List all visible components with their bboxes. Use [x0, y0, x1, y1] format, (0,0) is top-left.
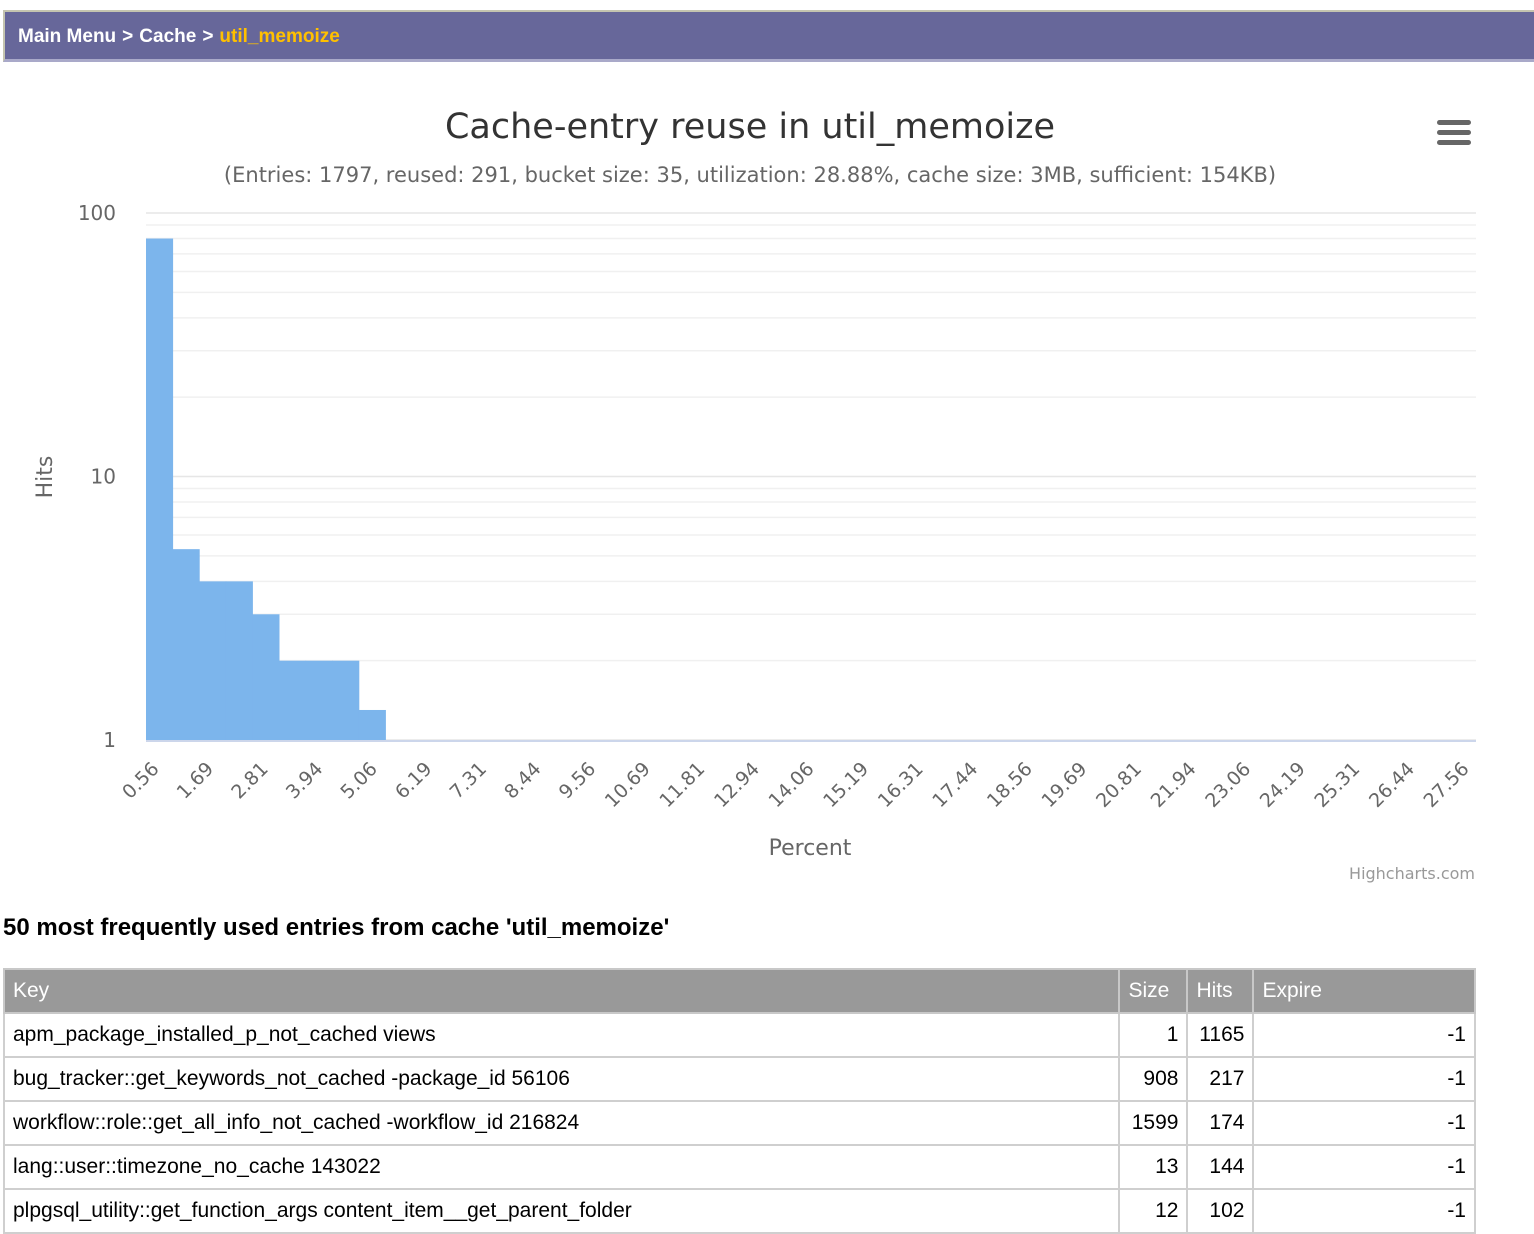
header-size[interactable]: Size	[1118, 968, 1189, 1014]
bar[interactable]	[146, 238, 174, 741]
x-tick-label: 2.81	[227, 758, 272, 803]
x-tick-label: 5.06	[336, 758, 381, 803]
cell-hits: 217	[1186, 1056, 1255, 1102]
x-tick-label: 6.19	[391, 758, 436, 803]
x-tick-label: 26.44	[1365, 758, 1419, 812]
cell-key[interactable]: bug_tracker::get_keywords_not_cached -pa…	[2, 1056, 1121, 1102]
breadcrumb-current: util_memoize	[219, 26, 340, 47]
breadcrumb: Main Menu > Cache > util_memoize	[18, 26, 340, 48]
breadcrumb-cache[interactable]: Cache	[139, 26, 197, 47]
breadcrumb-separator: >	[202, 26, 214, 47]
table-row: lang::user::timezone_no_cache 143022 13 …	[2, 1144, 1476, 1190]
chart-subtitle: (Entries: 1797, reused: 291, bucket size…	[224, 163, 1276, 187]
bar[interactable]	[305, 660, 333, 740]
x-tick-label: 21.94	[1147, 758, 1201, 812]
chart-y-ticks: 1 10 100	[78, 201, 116, 752]
cell-hits: 174	[1186, 1100, 1255, 1146]
breadcrumb-main-menu[interactable]: Main Menu	[18, 26, 117, 47]
table-row: workflow::role::get_all_info_not_cached …	[2, 1100, 1476, 1146]
cell-expire: -1	[1252, 1188, 1476, 1234]
cell-expire: -1	[1252, 1100, 1476, 1146]
cell-expire: -1	[1252, 1012, 1476, 1058]
x-tick-label: 10.69	[601, 758, 655, 812]
x-tick-label: 27.56	[1420, 758, 1474, 812]
bar[interactable]	[332, 660, 360, 740]
bar[interactable]	[252, 614, 280, 740]
cell-key[interactable]: workflow::role::get_all_info_not_cached …	[2, 1100, 1121, 1146]
cell-key[interactable]: apm_package_installed_p_not_cached views	[2, 1012, 1121, 1058]
x-tick-label: 19.69	[1037, 758, 1091, 812]
top-bar: Main Menu > Cache > util_memoize	[3, 10, 1534, 62]
table-row: plpgsql_utility::get_function_args conte…	[2, 1188, 1476, 1234]
x-tick-label: 18.56	[983, 758, 1037, 812]
table-header-row: Key Size Hits Expire	[2, 968, 1476, 1014]
bar[interactable]	[199, 581, 227, 740]
top-bar-wrapper: Main Menu > Cache > util_memoize	[0, 0, 1534, 64]
x-tick-label: 14.06	[765, 758, 819, 812]
chart-credits[interactable]: Highcharts.com	[1349, 864, 1475, 883]
cell-key[interactable]: plpgsql_utility::get_function_args conte…	[2, 1188, 1121, 1234]
chart-grid	[146, 212, 1476, 741]
cell-expire: -1	[1252, 1144, 1476, 1190]
x-tick-label: 23.06	[1201, 758, 1255, 812]
cell-size: 13	[1118, 1144, 1189, 1190]
breadcrumb-separator: >	[122, 26, 134, 47]
table-row: bug_tracker::get_keywords_not_cached -pa…	[2, 1056, 1476, 1102]
chart-y-axis-title: Hits	[33, 456, 58, 499]
bar[interactable]	[225, 581, 253, 740]
x-tick-label: 24.19	[1256, 758, 1310, 812]
chart-title: Cache-entry reuse in util_memoize	[445, 107, 1055, 147]
cell-size: 1	[1118, 1012, 1189, 1058]
cell-hits: 144	[1186, 1144, 1255, 1190]
x-tick-label: 17.44	[928, 758, 982, 812]
x-tick-label: 25.31	[1310, 758, 1364, 812]
x-tick-label: 8.44	[500, 758, 545, 803]
table-row: apm_package_installed_p_not_cached views…	[2, 1012, 1476, 1058]
chart-bars	[146, 238, 1476, 742]
chart-x-ticks: 0.56 1.69 2.81 3.94 5.06 6.19 7.31 8.44 9.56 10.6…	[118, 758, 1473, 812]
cell-size: 12	[1118, 1188, 1189, 1234]
y-tick-label: 100	[78, 201, 116, 225]
table-title: 50 most frequently used entries from cac…	[3, 914, 670, 941]
x-tick-label: 20.81	[1092, 758, 1146, 812]
cell-key[interactable]: lang::user::timezone_no_cache 143022	[2, 1144, 1121, 1190]
cell-hits: 102	[1186, 1188, 1255, 1234]
cell-size: 1599	[1118, 1100, 1189, 1146]
cell-hits: 1165	[1186, 1012, 1255, 1058]
entries-table: Key Size Hits Expire apm_package_install…	[2, 968, 1476, 1234]
bar[interactable]	[358, 709, 386, 740]
x-tick-label: 1.69	[173, 758, 218, 803]
x-tick-label: 11.81	[655, 758, 709, 812]
bar[interactable]	[279, 660, 307, 740]
x-tick-label: 3.94	[282, 758, 327, 803]
header-expire[interactable]: Expire	[1252, 968, 1476, 1014]
header-key[interactable]: Key	[2, 968, 1121, 1014]
cell-size: 908	[1118, 1056, 1189, 1102]
chart-menu-icon[interactable]	[1432, 115, 1476, 155]
x-tick-label: 12.94	[710, 758, 764, 812]
x-tick-label: 9.56	[555, 758, 600, 803]
y-tick-label: 10	[91, 465, 116, 489]
y-tick-label: 1	[103, 728, 116, 752]
bar[interactable]	[172, 549, 200, 740]
x-tick-label: 7.31	[446, 758, 491, 803]
x-tick-label: 15.19	[819, 758, 873, 812]
chart-x-axis-title: Percent	[769, 836, 852, 861]
header-hits[interactable]: Hits	[1186, 968, 1255, 1014]
cell-expire: -1	[1252, 1056, 1476, 1102]
x-tick-label: 16.31	[874, 758, 928, 812]
x-tick-label: 0.56	[118, 758, 163, 803]
cache-reuse-chart: Cache-entry reuse in util_memoize (Entri…	[33, 107, 1476, 883]
